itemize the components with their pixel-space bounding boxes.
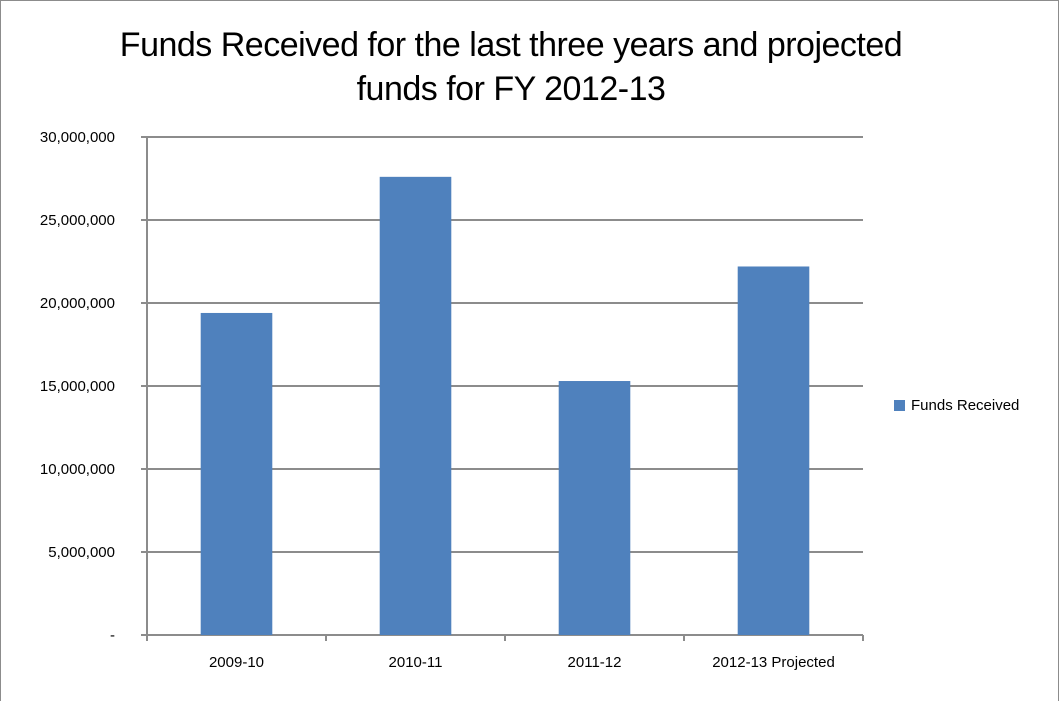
y-tick-label: 5,000,000 <box>48 544 115 561</box>
y-tick-label: 20,000,000 <box>40 295 115 312</box>
bar <box>558 381 631 635</box>
legend-label: Funds Received <box>911 397 1019 414</box>
bar <box>379 176 452 635</box>
legend-swatch <box>894 400 905 411</box>
y-tick-label: 30,000,000 <box>40 129 115 146</box>
bar <box>200 312 273 635</box>
y-tick-label: 25,000,000 <box>40 212 115 229</box>
y-tick-label: 10,000,000 <box>40 461 115 478</box>
chart-title: Funds Received for the last three years … <box>61 23 961 111</box>
x-tick-label: 2011-12 <box>568 654 622 671</box>
y-tick-label: - <box>110 627 115 644</box>
bar <box>737 266 810 635</box>
chart-title-line-1: Funds Received for the last three years … <box>119 26 903 64</box>
x-tick-label: 2012-13 Projected <box>712 654 835 671</box>
chart-title-line-2: funds for FY 2012-13 <box>356 70 666 108</box>
x-tick-label: 2010-11 <box>389 654 443 671</box>
x-tick-label: 2009-10 <box>209 654 264 671</box>
y-tick-label: 15,000,000 <box>40 378 115 395</box>
